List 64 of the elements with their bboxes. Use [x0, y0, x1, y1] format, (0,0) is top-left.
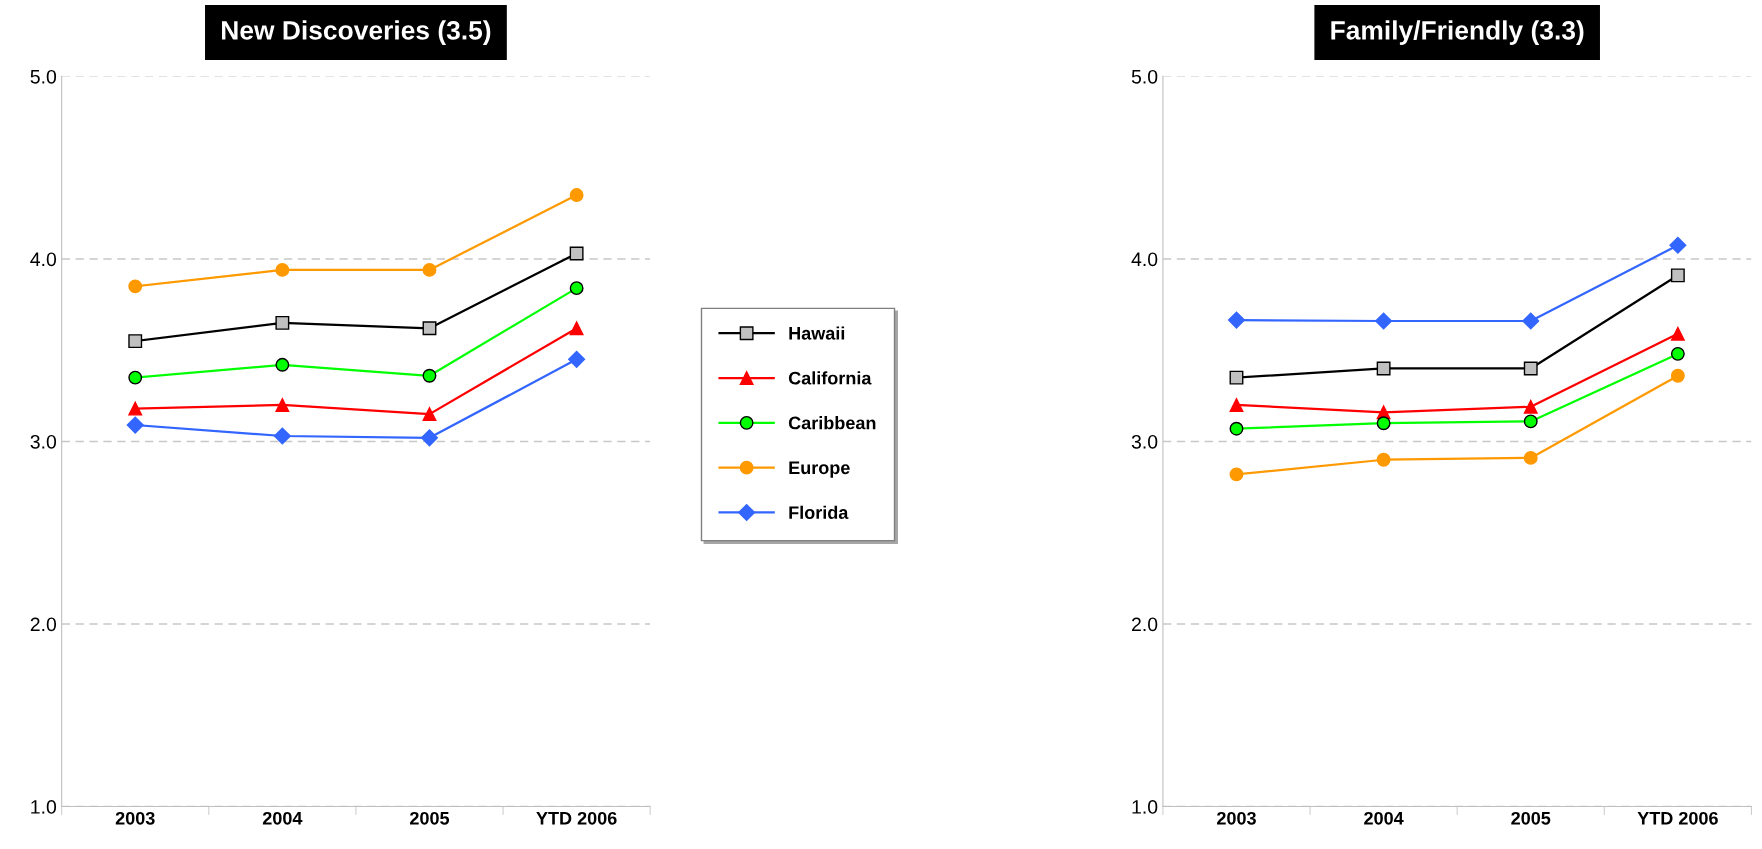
x-tick-label: 2003: [1217, 811, 1256, 825]
legend-label: California: [788, 371, 872, 385]
y-tick-label: 1.0: [1132, 800, 1158, 814]
point: [1229, 370, 1244, 385]
point: [1229, 467, 1244, 482]
x-tick-label: YTD 2006: [1637, 811, 1718, 825]
point: [569, 321, 584, 336]
x-tick-label: YTD 2006: [536, 811, 617, 825]
point: [1522, 312, 1540, 330]
point: [128, 401, 143, 416]
x-tick-label: 2005: [410, 811, 450, 825]
point: [275, 262, 290, 277]
point: [1375, 312, 1393, 330]
point: [128, 279, 143, 294]
point: [1229, 421, 1244, 436]
point: [1523, 414, 1538, 429]
point: [128, 370, 143, 385]
y-tick-label: 3.0: [30, 434, 57, 449]
point: [1376, 452, 1391, 467]
x-tick-label: 2003: [115, 811, 155, 825]
y-tick-label: 5.0: [30, 69, 57, 84]
x-tick-label: 2004: [1364, 811, 1404, 825]
legend-label: Caribbean: [788, 416, 876, 430]
point: [422, 321, 437, 336]
point: [275, 315, 290, 330]
chart-title: New Discoveries (3.5): [222, 20, 491, 45]
point: [569, 246, 584, 261]
point: [1376, 361, 1391, 376]
y-tick-label: 1.0: [31, 800, 57, 814]
point: [128, 334, 143, 349]
point: [569, 281, 584, 296]
point: [273, 427, 291, 445]
point: [1227, 311, 1246, 329]
point: [422, 262, 437, 277]
point: [1670, 326, 1685, 341]
point: [1670, 346, 1685, 361]
point: [1523, 450, 1538, 465]
legend-label: Florida: [789, 505, 849, 519]
point: [422, 368, 437, 383]
y-tick-label: 2.0: [1132, 617, 1158, 632]
point: [568, 350, 586, 368]
point: [1376, 416, 1391, 431]
x-tick-label: 2004: [262, 811, 303, 825]
point: [1670, 268, 1685, 283]
point: [126, 416, 144, 434]
y-tick-label: 5.0: [1131, 69, 1158, 84]
y-tick-label: 4.0: [1131, 252, 1158, 267]
y-tick-label: 4.0: [30, 252, 57, 267]
point: [275, 357, 290, 372]
point: [1523, 361, 1538, 376]
legend-label: Hawaii: [789, 326, 845, 340]
point: [569, 188, 584, 203]
point: [422, 407, 437, 422]
x-tick-label: 2005: [1511, 811, 1551, 825]
point: [275, 398, 290, 412]
y-tick-label: 2.0: [30, 617, 57, 632]
chart-title: Family/Friendly (3.3): [1331, 20, 1584, 45]
point: [420, 429, 439, 447]
point: [1669, 236, 1687, 254]
y-tick-label: 3.0: [1131, 434, 1158, 449]
legend-label: Europe: [789, 461, 850, 478]
point: [1523, 399, 1538, 414]
point: [1229, 398, 1244, 412]
point: [1670, 368, 1685, 383]
